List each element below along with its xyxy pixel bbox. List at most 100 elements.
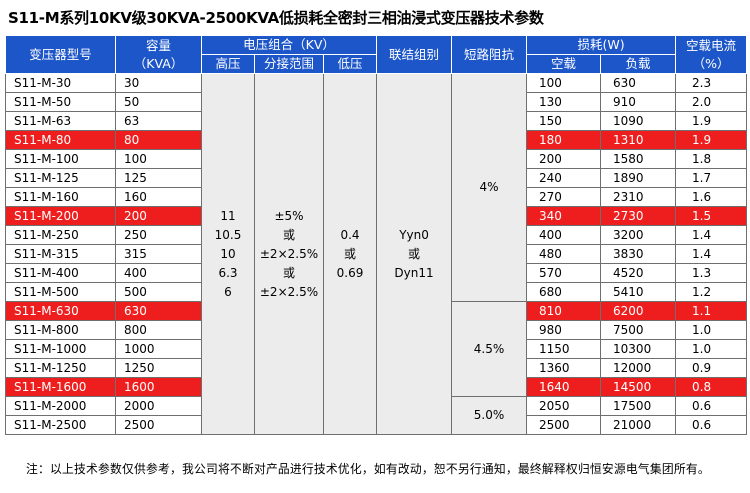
cell-no-load: 100	[526, 73, 602, 93]
cell-capacity: 500	[115, 282, 202, 302]
cell-hv: 11 10.5 10 6.3 6	[201, 73, 255, 435]
cell-current: 1.4	[675, 244, 748, 264]
cell-load: 10300	[600, 339, 677, 359]
header-capacity-unit: （KVA）	[133, 55, 184, 71]
cell-capacity: 250	[115, 225, 202, 245]
cell-capacity: 630	[115, 301, 202, 321]
cell-current: 1.6	[675, 187, 748, 207]
cell-tap-range-text: ±5% 或 ±2×2.5% 或 ±2×2.5%	[259, 208, 319, 299]
cell-load: 630	[600, 73, 677, 93]
cell-model: S11-M-160	[5, 187, 116, 207]
header-model: 变压器型号	[5, 35, 116, 74]
cell-capacity: 63	[115, 111, 202, 131]
cell-no-load: 180	[526, 130, 602, 150]
cell-impedance-c: 5.0%	[451, 396, 528, 435]
cell-capacity: 1000	[115, 339, 202, 359]
cell-capacity: 2500	[115, 415, 202, 435]
table-row: S11-M-250 250 400 3200 1.4	[5, 225, 748, 245]
cell-load: 17500	[600, 396, 677, 416]
header-voltage-group: 电压组合（KV）	[200, 35, 378, 55]
table-row: S11-M-630 630 4.5% 810 6200 1.1	[5, 301, 748, 397]
cell-capacity: 30	[115, 73, 202, 93]
spec-table: 变压器型号 容量 （KVA） 电压组合（KV） 联结组别 短路阻抗 损耗(W) 空…	[5, 35, 748, 435]
cell-no-load: 130	[526, 92, 602, 112]
cell-model: S11-M-30	[5, 73, 116, 93]
table-row: S11-M-200 200 340 2730 1.5	[5, 206, 748, 226]
cell-model: S11-M-63	[5, 111, 116, 131]
cell-load: 910	[600, 92, 677, 112]
cell-no-load: 2050	[526, 396, 602, 416]
cell-model: S11-M-80	[5, 130, 116, 150]
table-row: S11-M-125 125 240 1890 1.7	[5, 168, 748, 188]
cell-current: 1.0	[675, 339, 748, 359]
header-connection: 联结组别	[376, 35, 453, 74]
cell-model: S11-M-500	[5, 282, 116, 302]
cell-current: 1.9	[675, 130, 748, 150]
cell-capacity: 125	[115, 168, 202, 188]
cell-current: 1.3	[675, 263, 748, 283]
cell-lv-text: 0.4 或 0.69	[336, 227, 364, 280]
cell-no-load: 240	[526, 168, 602, 188]
table-row: S11-M-400 400 570 4520 1.3	[5, 263, 748, 283]
cell-current: 0.9	[675, 358, 748, 378]
cell-no-load: 480	[526, 244, 602, 264]
cell-load: 2730	[600, 206, 677, 226]
cell-model: S11-M-100	[5, 149, 116, 169]
header-lv: 低压	[322, 54, 378, 74]
cell-capacity: 80	[115, 130, 202, 150]
header-current-label: 空载电流	[686, 37, 737, 53]
cell-lv: 0.4 或 0.69	[322, 73, 378, 435]
cell-current: 1.1	[675, 301, 748, 321]
cell-model: S11-M-1600	[5, 377, 116, 397]
cell-no-load: 980	[526, 320, 602, 340]
cell-current: 1.9	[675, 111, 748, 131]
cell-load: 1310	[600, 130, 677, 150]
cell-model: S11-M-1000	[5, 339, 116, 359]
table-row: S11-M-500 500 680 5410 1.2	[5, 282, 748, 302]
cell-load: 3830	[600, 244, 677, 264]
cell-load: 21000	[600, 415, 677, 435]
cell-no-load: 570	[526, 263, 602, 283]
cell-no-load: 400	[526, 225, 602, 245]
cell-load: 2310	[600, 187, 677, 207]
cell-load: 4520	[600, 263, 677, 283]
cell-model: S11-M-400	[5, 263, 116, 283]
table-row: S11-M-2500 2500 2500 21000 0.6	[5, 415, 748, 435]
cell-capacity: 1600	[115, 377, 202, 397]
cell-connection: Yyn0 或 Dyn11	[376, 73, 453, 435]
cell-capacity: 400	[115, 263, 202, 283]
cell-current: 0.8	[675, 377, 748, 397]
table-row: S11-M-2000 2000 5.0% 2050 17500 0.6	[5, 396, 748, 435]
cell-current: 0.6	[675, 415, 748, 435]
cell-load: 14500	[600, 377, 677, 397]
cell-current: 0.6	[675, 396, 748, 416]
cell-no-load: 340	[526, 206, 602, 226]
header-capacity-label: 容量	[145, 37, 171, 53]
cell-load: 12000	[600, 358, 677, 378]
table-row: S11-M-1600 1600 1640 14500 0.8	[5, 377, 748, 397]
table-row: S11-M-800 800 980 7500 1.0	[5, 320, 748, 340]
cell-capacity: 315	[115, 244, 202, 264]
cell-model: S11-M-315	[5, 244, 116, 264]
header-current: 空载电流 （%）	[675, 35, 748, 74]
cell-no-load: 270	[526, 187, 602, 207]
cell-no-load: 1640	[526, 377, 602, 397]
cell-load: 3200	[600, 225, 677, 245]
cell-no-load: 1150	[526, 339, 602, 359]
cell-model: S11-M-200	[5, 206, 116, 226]
table-body: S11-M-30 30 11 10.5 10 6.3 6 ±5% 或 ±2×2.5% …	[5, 73, 748, 435]
cell-impedance-a-text: 4%	[479, 180, 499, 194]
table-row: S11-M-30 30 11 10.5 10 6.3 6 ±5% 或 ±2×2.5% …	[5, 73, 748, 435]
cell-no-load: 1360	[526, 358, 602, 378]
table-row: S11-M-100 100 200 1580 1.8	[5, 149, 748, 169]
cell-impedance-b: 4.5%	[451, 301, 528, 397]
cell-load: 5410	[600, 282, 677, 302]
cell-tap-range: ±5% 或 ±2×2.5% 或 ±2×2.5%	[254, 73, 324, 435]
header-current-unit: （%）	[692, 55, 730, 71]
cell-capacity: 2000	[115, 396, 202, 416]
cell-current: 1.2	[675, 282, 748, 302]
header-tap-range: 分接范围	[254, 54, 324, 74]
cell-hv-text: 11 10.5 10 6.3 6	[214, 208, 242, 299]
cell-no-load: 150	[526, 111, 602, 131]
cell-model: S11-M-125	[5, 168, 116, 188]
